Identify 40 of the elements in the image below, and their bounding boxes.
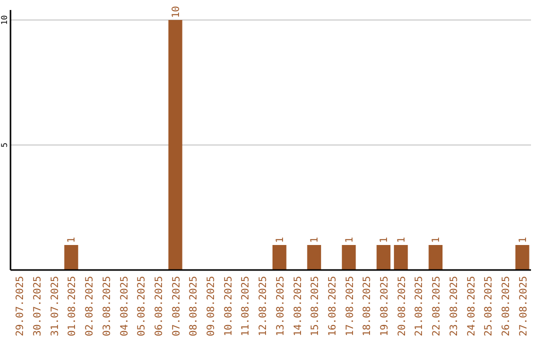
x-tick-label: 08.08.2025: [188, 276, 200, 336]
x-tick-label: 26.08.2025: [500, 276, 512, 336]
y-tick-label: 5: [0, 142, 9, 148]
x-tick-label: 19.08.2025: [380, 276, 391, 336]
x-tick-label: 11.08.2025: [240, 276, 252, 336]
data-label: 1: [344, 236, 356, 243]
x-tick-label: 27.08.2025: [518, 276, 530, 336]
x-tick-label: 12.08.2025: [258, 276, 270, 336]
x-tick-label: 05.08.2025: [136, 276, 148, 336]
data-label: 1: [310, 236, 321, 243]
data-label: 1: [518, 236, 529, 243]
x-tick-label: 02.08.2025: [84, 276, 96, 336]
data-label: 1: [396, 236, 408, 243]
x-tick-label: 16.08.2025: [327, 276, 338, 336]
data-label: 1: [431, 236, 442, 243]
x-tick-label: 18.08.2025: [362, 276, 374, 336]
x-tick-label: 07.08.2025: [171, 276, 182, 336]
x-tick-label: 31.07.2025: [50, 276, 61, 336]
x-tick-label: 04.08.2025: [119, 276, 130, 336]
x-tick-label: 13.08.2025: [275, 276, 286, 336]
x-tick-label: 29.07.2025: [15, 276, 26, 336]
x-tick-label: 20.08.2025: [396, 276, 408, 336]
x-tick-label: 09.08.2025: [206, 276, 218, 336]
x-tick-label: 17.08.2025: [344, 276, 356, 336]
x-tick-label: 23.08.2025: [448, 276, 460, 336]
x-tick-label: 22.08.2025: [432, 276, 443, 336]
x-tick-label: 21.08.2025: [414, 276, 426, 336]
x-tick-label: 06.08.2025: [154, 276, 165, 336]
data-label: 1: [274, 236, 286, 243]
x-tick-label: 15.08.2025: [310, 276, 322, 336]
x-tick-label: 01.08.2025: [67, 276, 78, 336]
x-tick-label: 30.07.2025: [32, 276, 44, 336]
x-tick-label: 10.08.2025: [223, 276, 234, 336]
x-tick-label: 24.08.2025: [466, 276, 478, 336]
x-tick-label: 14.08.2025: [292, 276, 304, 336]
data-label: 1: [379, 236, 390, 243]
data-label: 10: [170, 6, 182, 18]
x-tick-label: 03.08.2025: [102, 276, 113, 336]
x-tick-label: 25.08.2025: [484, 276, 495, 336]
data-label: 1: [66, 236, 78, 243]
